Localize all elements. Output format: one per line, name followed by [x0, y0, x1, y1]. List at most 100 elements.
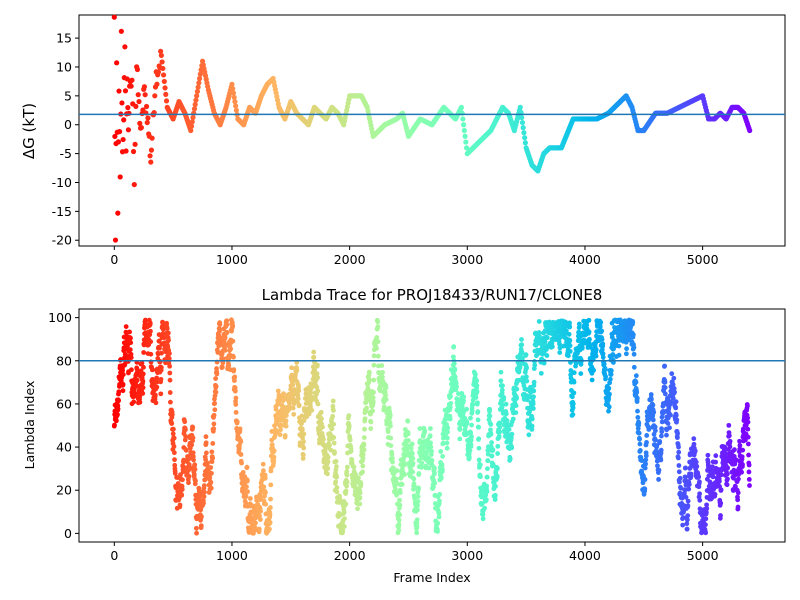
lambda-point — [177, 502, 183, 508]
lambda-point — [656, 467, 662, 473]
lambda-point — [415, 499, 421, 504]
lambda-point — [519, 337, 524, 342]
y-tick: 0 — [64, 117, 79, 132]
delta-g-point — [230, 90, 237, 96]
lambda-point — [492, 497, 498, 502]
lambda-point — [746, 452, 751, 458]
delta-g-point — [147, 153, 153, 159]
lambda-point — [115, 406, 121, 412]
lambda-point — [497, 420, 503, 426]
y-tick-label: 80 — [56, 353, 72, 368]
lambda-point — [209, 470, 214, 476]
lambda-point — [516, 377, 522, 383]
lambda-point — [312, 367, 318, 373]
lambda-point — [402, 472, 408, 477]
delta-g-point — [192, 101, 198, 108]
lambda-point — [683, 465, 688, 471]
lambda-point — [524, 365, 530, 371]
x-tick-label: 1000 — [216, 548, 248, 563]
y-tick: 0 — [64, 526, 79, 541]
delta-g-point — [747, 127, 753, 134]
lambda-point — [531, 388, 537, 394]
lambda-point — [475, 417, 481, 423]
x-tick-label: 1000 — [216, 252, 248, 267]
lambda-point — [591, 367, 597, 373]
lambda-point — [267, 526, 272, 532]
delta-g-point — [233, 103, 239, 109]
lambda-point — [464, 406, 469, 412]
lambda-point — [357, 490, 363, 496]
delta-g-point — [134, 66, 141, 73]
delta-g-point — [461, 122, 467, 128]
lambda-x-ticks: 0 1000 2000 3000 4000 5000 — [110, 542, 719, 563]
lambda-point — [675, 435, 680, 441]
lambda-point — [461, 394, 467, 400]
delta-g-point — [118, 28, 124, 34]
lambda-point — [120, 388, 126, 394]
lambda-point — [217, 322, 223, 327]
lambda-point — [179, 487, 185, 492]
lambda-point — [642, 477, 648, 482]
lambda-point — [396, 527, 402, 533]
lambda-point — [428, 440, 433, 446]
lambda-point — [507, 456, 513, 462]
lambda-point — [388, 435, 394, 441]
lambda-point — [499, 387, 505, 393]
delta-g-point — [188, 123, 195, 129]
delta-g-point — [159, 59, 165, 65]
lambda-point — [344, 469, 350, 474]
delta-g-point — [521, 130, 527, 136]
lambda-point — [346, 413, 352, 418]
lambda-point — [123, 329, 129, 335]
lambda-point — [468, 415, 473, 421]
lambda-point — [203, 440, 209, 446]
lambda-point — [646, 427, 652, 432]
lambda-point — [644, 439, 649, 445]
lambda-point — [367, 370, 372, 376]
lambda-point — [331, 408, 336, 413]
lambda-point — [314, 371, 320, 377]
lambda-point — [664, 432, 669, 438]
lambda-point — [153, 400, 159, 406]
lambda-point — [725, 476, 730, 482]
lambda-point — [166, 356, 172, 361]
lambda-point — [252, 527, 258, 533]
lambda-point — [652, 428, 658, 434]
lambda-point — [224, 322, 230, 327]
lambda-point — [746, 469, 752, 475]
lambda-point — [127, 329, 132, 335]
y-tick-label: -15 — [52, 204, 72, 219]
lambda-point — [544, 335, 550, 341]
lambda-point — [321, 436, 326, 442]
lambda-point — [643, 453, 649, 459]
delta-g-point — [230, 86, 236, 92]
lambda-point — [737, 438, 742, 444]
lambda-point — [201, 494, 207, 499]
lambda-point — [746, 476, 752, 482]
x-tick-label: 5000 — [687, 252, 719, 267]
lambda-point — [186, 462, 192, 467]
lambda-point — [503, 401, 509, 407]
lambda-point — [211, 412, 217, 418]
lambda-point — [234, 419, 240, 425]
lambda-point — [643, 457, 649, 463]
lambda-point — [244, 484, 249, 490]
lambda-point — [677, 475, 683, 481]
lambda-point — [374, 335, 380, 340]
lambda-point — [673, 413, 679, 418]
lambda-point — [341, 524, 347, 529]
lambda-point — [450, 354, 456, 360]
lambda-point — [190, 435, 196, 441]
delta-g-point — [149, 135, 155, 141]
lambda-point — [344, 479, 350, 485]
lambda-point — [308, 404, 313, 409]
lambda-point — [315, 375, 321, 380]
lambda-point — [529, 416, 535, 422]
lambda-point — [636, 430, 642, 436]
lambda-point — [593, 347, 599, 353]
lambda-point — [322, 448, 328, 454]
lambda-point — [159, 350, 164, 356]
lambda-point — [222, 335, 228, 341]
lambda-point — [113, 418, 119, 424]
lambda-point — [529, 426, 535, 432]
